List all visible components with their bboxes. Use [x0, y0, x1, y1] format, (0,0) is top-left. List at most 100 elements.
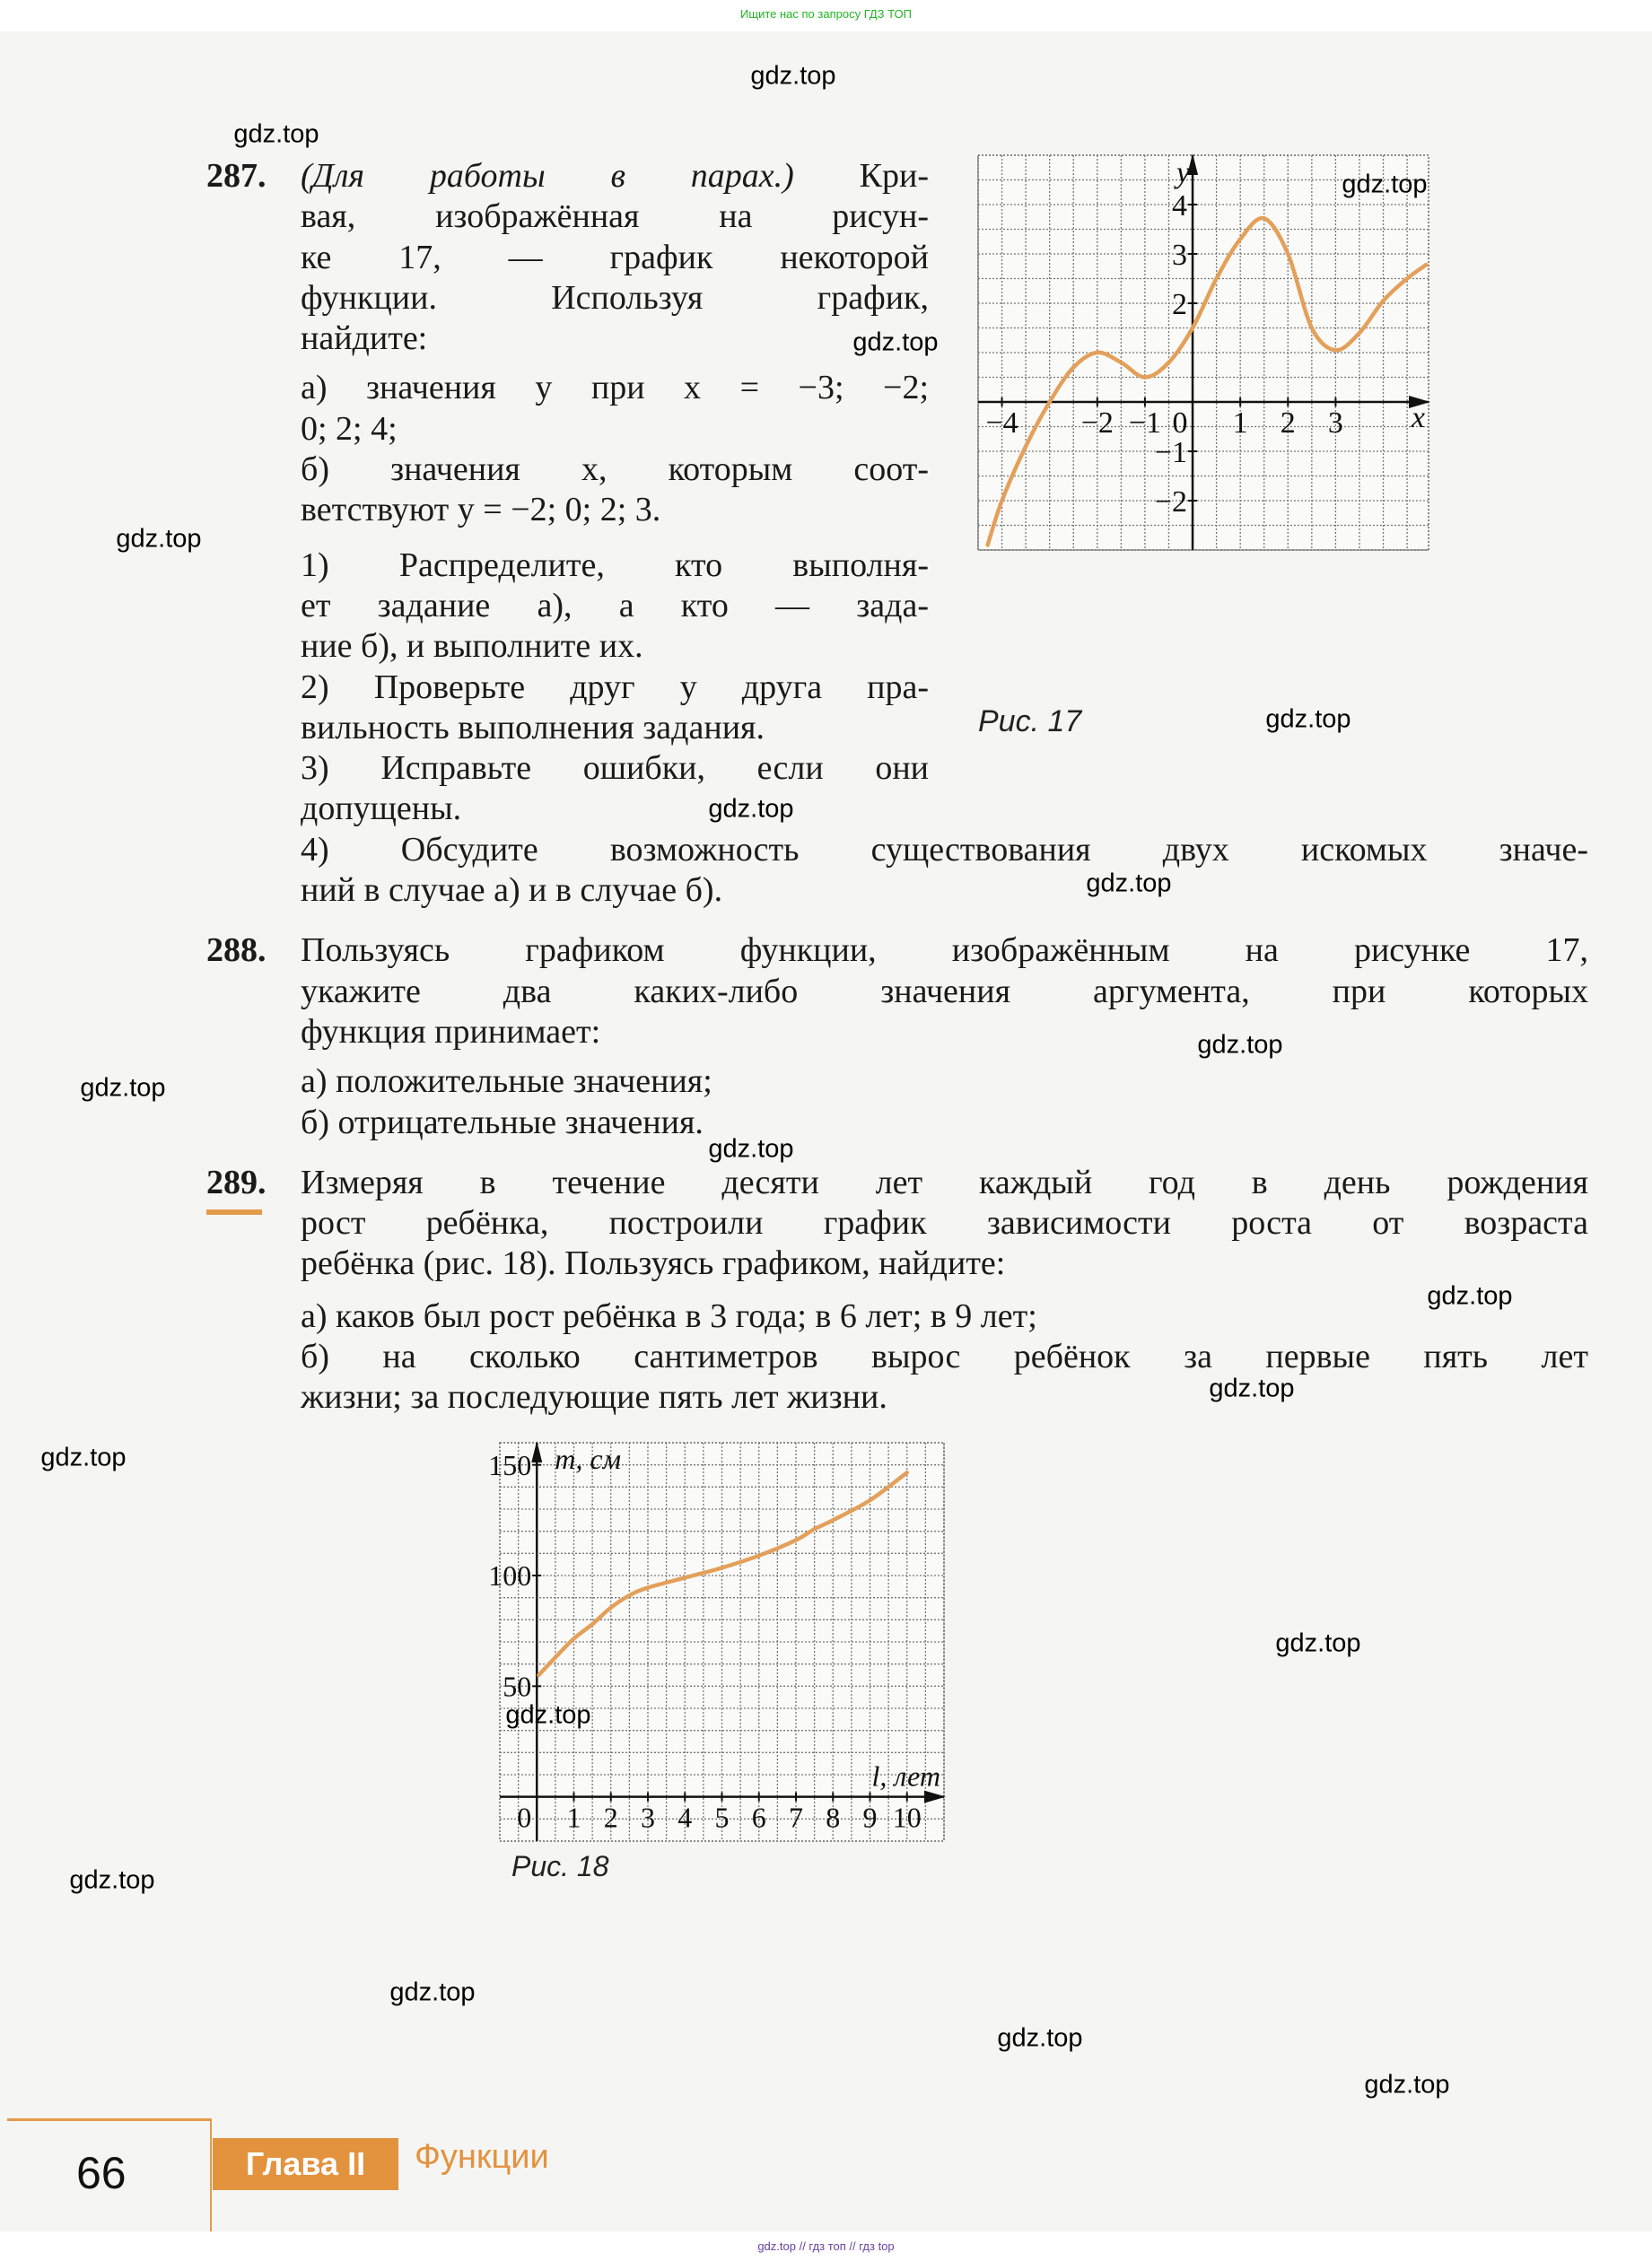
- text-line: функции. Используя график,: [301, 278, 929, 317]
- problem-number: 287.: [206, 157, 267, 195]
- problem-287-paragraph: 4) Обсудите возможность существования дв…: [206, 830, 1588, 912]
- function-curve: [537, 1471, 909, 1678]
- watermark-text: gdz.top: [1364, 2070, 1450, 2100]
- x-tick-label: 3: [641, 1802, 655, 1834]
- text-line: ние б), и выполните их.: [301, 627, 643, 666]
- y-tick-label: 150: [488, 1449, 531, 1481]
- x-tick-label: 2: [604, 1802, 618, 1834]
- text-line: ний в случае а) и в случае б).: [301, 871, 723, 910]
- text-line: а) каков был рост ребёнка в 3 года; в 6 …: [301, 1296, 1037, 1335]
- x-tick-label: 0: [1173, 406, 1188, 440]
- text-line: Пользуясь графиком функции, изображённым…: [301, 931, 1588, 970]
- problem-287-paragraph: 1) Распределите, кто выполня-ет задание …: [206, 546, 929, 668]
- text-line: укажите два каких-либо значения аргумент…: [301, 972, 1588, 1010]
- text-line: а) значения y при x = −3; −2;: [301, 369, 929, 407]
- watermark-text: gdz.top: [1275, 1628, 1361, 1658]
- x-tick-label: 1: [1233, 406, 1248, 440]
- watermark-text: gdz.top: [708, 1134, 794, 1164]
- text-line: допущены.: [301, 790, 462, 828]
- figure-17-caption: Рис. 17: [978, 704, 1082, 738]
- y-tick-label: 3: [1172, 239, 1187, 272]
- text-line: 1) Распределите, кто выполня-: [301, 546, 929, 584]
- problem-number-underline: [206, 1209, 262, 1215]
- problem-289-paragraph: а) каков был рост ребёнка в 3 года; в 6 …: [206, 1296, 1588, 1337]
- text-line: ребёнка (рис. 18). Пользуясь графиком, н…: [301, 1244, 1006, 1283]
- text-line: б) на сколько сантиметров вырос ребёнок …: [301, 1338, 1588, 1376]
- problem-287-paragraph: а) значения y при x = −3; −2; 0; 2; 4;: [206, 368, 929, 450]
- watermark-text: gdz.top: [750, 61, 836, 91]
- text-line: жизни; за последующие пять лет жизни.: [301, 1378, 887, 1417]
- problem-number: 288.: [206, 931, 267, 970]
- y-axis-arrow-icon: [1187, 153, 1199, 175]
- y-axis-label: y: [1174, 157, 1191, 190]
- figure-1-chart: 0 1 2 3 4 5 6 7 8 9 10 150 100 50 l, лет m, см: [488, 1441, 946, 1842]
- watermark-text: gdz.top: [233, 119, 319, 149]
- top-banner-text: Ищите нас по запросу ГДЗ ТОП: [740, 7, 912, 21]
- watermark-text: gdz.top: [852, 327, 939, 357]
- x-axis-arrow-icon: [924, 1790, 946, 1803]
- problem-note-italic: (Для работы в парах.): [301, 157, 794, 195]
- footer-rule: [7, 2118, 212, 2121]
- watermark-text: gdz.top: [708, 794, 794, 824]
- x-axis-label: x: [1411, 401, 1425, 434]
- watermark-text: gdz.top: [1427, 1281, 1513, 1311]
- text-line: а) положительные значения;: [301, 1062, 712, 1101]
- problem-287-paragraph: 287. (Для работы в парах.) Кри-вая, изобр…: [206, 156, 929, 359]
- x-tick-label: 9: [863, 1802, 878, 1834]
- x-tick-label: 0: [517, 1802, 531, 1834]
- problem-288-paragraph: б) отрицательные значения.: [206, 1103, 1588, 1143]
- bottom-banner-text: gdz.top // гдз топ // гдз top: [757, 2239, 895, 2253]
- x-tick-label: 7: [789, 1802, 803, 1834]
- watermark-text: gdz.top: [1197, 1030, 1283, 1060]
- watermark-text: gdz.top: [1265, 704, 1351, 734]
- text-line: б) отрицательные значения.: [301, 1103, 704, 1141]
- y-axis-label: m, см: [555, 1443, 621, 1475]
- watermark-text: gdz.top: [997, 2023, 1083, 2053]
- text-line: ветствуют y = −2; 0; 2; 3.: [301, 491, 661, 529]
- y-tick-label: 2: [1172, 288, 1187, 321]
- text-line: функция принимает:: [301, 1012, 601, 1051]
- problem-289-paragraph: б) на сколько сантиметров вырос ребёнок …: [206, 1337, 1588, 1419]
- figure-18-caption: Рис. 18: [511, 1850, 609, 1882]
- chapter-title: Функции: [415, 2138, 549, 2176]
- problem-287-paragraph: 3) Исправьте ошибки, если они допущены.: [206, 748, 929, 830]
- watermark-text: gdz.top: [389, 1977, 476, 2007]
- text-line: ет задание а), а кто — зада-: [301, 586, 929, 624]
- text-line: Измеряя в течение десяти лет каждый год …: [301, 1163, 1588, 1201]
- x-tick-label: 5: [715, 1802, 730, 1834]
- function-curve: [985, 215, 1429, 547]
- watermark-text: gdz.top: [505, 1700, 591, 1730]
- watermark-text: gdz.top: [1342, 170, 1428, 199]
- watermark-text: gdz.top: [116, 524, 202, 554]
- x-tick-label: 8: [826, 1802, 840, 1834]
- text-line: б) значения x, которым соот-: [301, 450, 929, 489]
- page-number: 66: [76, 2148, 127, 2198]
- problem-289-paragraph: 289. Измеряя в течение десяти лет каждый …: [206, 1163, 1588, 1285]
- y-tick-label: −1: [1155, 436, 1187, 469]
- x-tick-label: −1: [1129, 406, 1161, 440]
- x-tick-label: 2: [1281, 406, 1296, 440]
- x-axis-label: l, лет: [871, 1760, 940, 1793]
- watermark-text: gdz.top: [40, 1443, 127, 1472]
- problem-287-paragraph: б) значения x, которым соот-ветствуют y …: [206, 450, 929, 531]
- problems-column: 287. (Для работы в парах.) Кри-вая, изобр…: [206, 156, 1588, 1419]
- problem-288-paragraph: а) положительные значения;: [206, 1061, 1588, 1102]
- text-line: 3) Исправьте ошибки, если они: [301, 749, 929, 788]
- x-axis-arrow-icon: [1409, 396, 1430, 408]
- x-tick-label: −4: [985, 406, 1018, 440]
- x-tick-label: 4: [677, 1802, 692, 1834]
- plot-area: [977, 154, 1429, 551]
- text-line: вильность выполнения задания.: [301, 708, 765, 746]
- watermark-text: gdz.top: [69, 1865, 155, 1895]
- y-tick-label: 100: [488, 1559, 531, 1592]
- text-line: вая, изображённая на рисун-: [301, 197, 929, 236]
- y-tick-label: 50: [503, 1671, 531, 1703]
- text-line: 0; 2; 4;: [301, 409, 398, 448]
- text-line: найдите:: [301, 319, 428, 358]
- y-tick-label: −2: [1155, 485, 1187, 519]
- x-tick-label: 1: [567, 1802, 581, 1834]
- problem-287-paragraph: 2) Проверьте друг у друга пра-вильность …: [206, 668, 929, 749]
- text-line: 2) Проверьте друг у друга пра-: [301, 668, 929, 706]
- text-line: ке 17, — график некоторой: [301, 238, 929, 276]
